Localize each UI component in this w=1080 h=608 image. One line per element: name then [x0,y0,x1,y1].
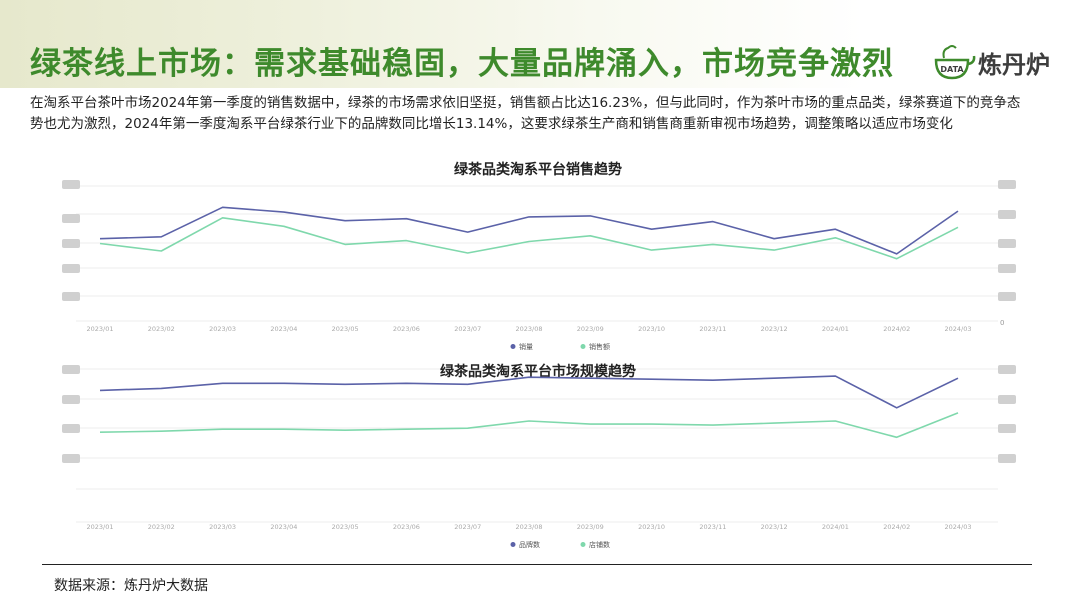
x-tick-label: 2024/02 [883,325,910,333]
sales-trend-svg: 绿茶品类淘系平台销售趋势 0 2023/01 2023/02 2023/03 2023/0… [62,161,1016,351]
x-tick-label: 2024/03 [944,325,971,333]
series-line-1 [99,375,959,409]
x-tick-label: 2023/07 [454,325,481,333]
legend-marker-1 [510,344,516,349]
svg-text:DATA: DATA [940,65,964,74]
x-tick-label: 2023/09 [577,523,604,531]
legend-marker-2 [580,344,586,349]
x-tick-label: 2023/08 [515,523,542,531]
x-tick-label: 2023/01 [86,523,113,531]
chart-title: 绿茶品类淘系平台销售趋势 [454,161,622,178]
x-tick-label: 2023/05 [332,325,359,333]
blurred-y-tick-left [62,264,80,273]
x-tick-label: 2023/02 [148,523,175,531]
x-tick-label: 2023/06 [393,523,420,531]
legend-marker-2 [580,542,586,547]
x-tick-label: 2023/01 [86,325,113,333]
legend-label-1: 销量 [519,342,533,351]
teapot-icon: DATA [934,45,976,80]
x-tick-label: 2023/09 [577,325,604,333]
x-tick-label: 2023/10 [638,325,665,333]
market-scale-chart: 绿茶品类淘系平台市场规模趋势 2023/01 2023/02 2023/03 2023/… [58,359,1018,559]
blurred-y-tick-left [62,180,80,189]
x-tick-label: 2024/01 [822,325,849,333]
series-line-2 [99,412,959,439]
legend-label-2: 店铺数 [589,540,610,549]
x-tick-label: 2023/08 [515,325,542,333]
page-title: 绿茶线上市场：需求基础稳固，大量品牌涌入，市场竞争激烈 [30,46,894,82]
blurred-y-tick-right [998,210,1016,219]
chart-title: 绿茶品类淘系平台市场规模趋势 [440,363,636,380]
x-tick-label: 2024/03 [944,523,971,531]
data-source: 数据来源：炼丹炉大数据 [54,578,208,594]
blurred-y-tick-right [998,292,1016,301]
x-tick-label: 2023/03 [209,325,236,333]
x-tick-label: 2023/12 [761,325,788,333]
x-tick-label: 2023/06 [393,325,420,333]
blurred-y-tick-left [62,292,80,301]
x-tick-label: 2023/10 [638,523,665,531]
market-scale-svg: 绿茶品类淘系平台市场规模趋势 2023/01 2023/02 2023/03 2023/… [62,363,1016,549]
blurred-y-tick-right [998,424,1016,433]
sales-trend-chart: 绿茶品类淘系平台销售趋势 0 2023/01 2023/02 2023/03 2023/0… [58,156,1018,356]
blurred-y-tick-right [998,365,1016,374]
blurred-y-tick-right [998,264,1016,273]
x-tick-label: 2024/01 [822,523,849,531]
x-tick-label: 2024/02 [883,523,910,531]
blurred-y-tick-right [998,395,1016,404]
blurred-y-tick-left [62,239,80,248]
blurred-y-tick-left [62,395,80,404]
x-tick-label: 2023/02 [148,325,175,333]
x-tick-label: 2023/11 [699,325,726,333]
blurred-y-tick-left [62,454,80,463]
x-tick-label: 2023/04 [270,325,297,333]
y-right-tick-label: 0 [1000,319,1004,327]
legend-marker-1 [510,542,516,547]
x-tick-label: 2023/04 [270,523,297,531]
blurred-y-tick-left [62,214,80,223]
legend-label-2: 销售额 [589,342,610,351]
x-tick-label: 2023/07 [454,523,481,531]
blurred-y-tick-right [998,239,1016,248]
intro-paragraph: 在淘系平台茶叶市场2024年第一季度的销售数据中，绿茶的市场需求依旧坚挺，销售额… [30,95,1021,132]
blurred-y-tick-right [998,454,1016,463]
x-tick-label: 2023/12 [761,523,788,531]
x-tick-label: 2023/11 [699,523,726,531]
legend-label-1: 品牌数 [519,540,540,549]
blurred-y-tick-left [62,424,80,433]
blurred-y-tick-left [62,365,80,374]
logo-text: 炼丹炉 [978,51,1050,79]
x-tick-label: 2023/03 [209,523,236,531]
series-line-1 [99,206,959,255]
bottom-divider [42,564,1032,565]
series-line-2 [99,216,959,260]
x-tick-label: 2023/05 [332,523,359,531]
title-band [0,0,1080,88]
blurred-y-tick-right [998,180,1016,189]
